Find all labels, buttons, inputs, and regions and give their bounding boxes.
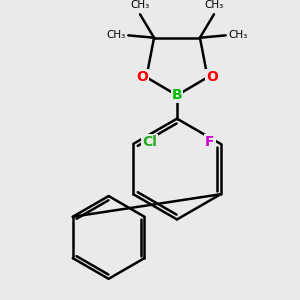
Text: CH₃: CH₃ (229, 30, 248, 40)
Text: CH₃: CH₃ (106, 30, 125, 40)
Text: O: O (136, 70, 148, 84)
Text: F: F (205, 135, 214, 149)
Text: CH₃: CH₃ (204, 0, 224, 10)
Text: CH₃: CH₃ (130, 0, 150, 10)
Text: O: O (206, 70, 218, 84)
Text: B: B (172, 88, 182, 102)
Text: Cl: Cl (142, 135, 157, 149)
